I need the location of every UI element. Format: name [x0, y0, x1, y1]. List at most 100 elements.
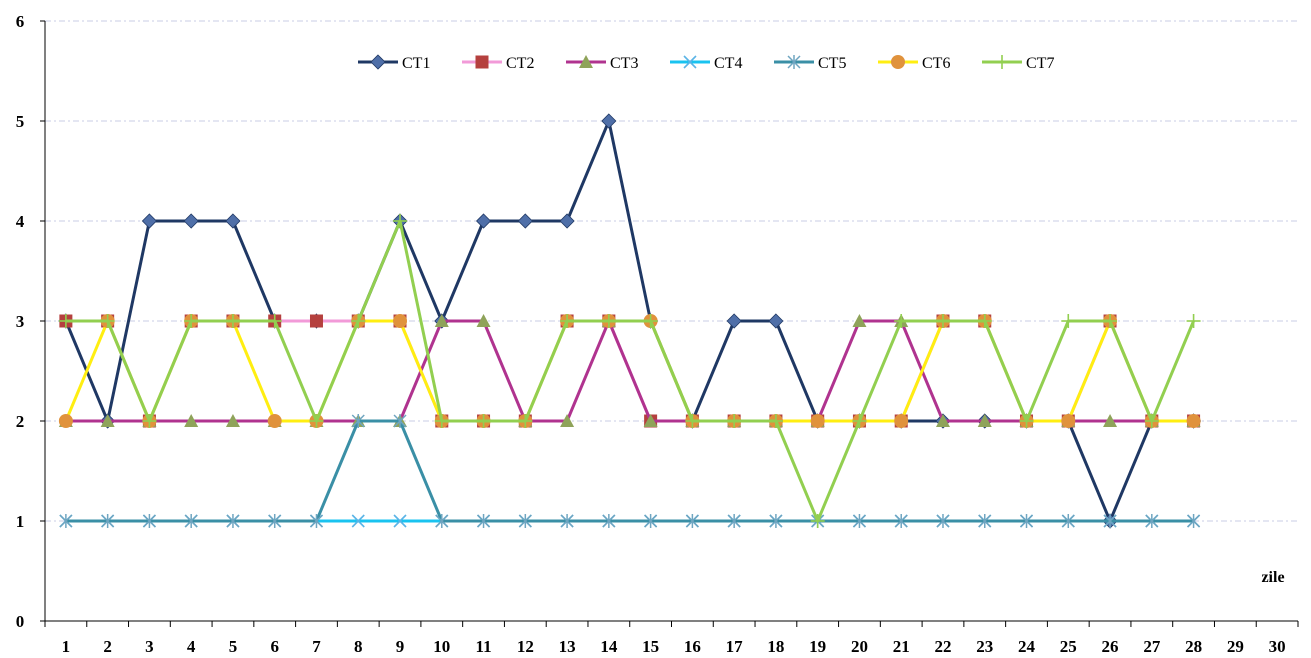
data-point-ct7-26	[1103, 314, 1118, 328]
data-point-ct1-12	[517, 213, 533, 229]
data-point-ct1-17	[726, 313, 742, 329]
data-point-ct7-20	[852, 414, 867, 428]
data-point-ct5-21	[894, 514, 908, 528]
series-line-ct7	[65, 219, 1195, 523]
data-point-ct5-24	[1019, 514, 1034, 528]
data-point-ct4-9	[393, 514, 407, 528]
data-point-ct7-8	[351, 314, 366, 328]
x-tick-label-27: 27	[1143, 637, 1161, 656]
x-tick-label-24: 24	[1018, 637, 1036, 656]
data-point-ct3-2	[100, 414, 115, 427]
data-point-ct5-28	[1187, 514, 1201, 528]
y-tick-label-6: 6	[16, 12, 25, 31]
data-point-ct5-6	[268, 514, 282, 528]
data-point-ct1-5	[225, 213, 241, 229]
legend-item-ct4: CT4	[670, 55, 742, 72]
data-point-ct5-20	[852, 514, 866, 528]
series-ct5	[59, 414, 1201, 528]
x-tick-label-19: 19	[809, 637, 826, 656]
data-point-ct5-26	[1103, 514, 1117, 528]
x-tick-label-16: 16	[684, 637, 701, 656]
data-point-ct6-19	[810, 414, 825, 428]
data-point-ct1-13	[559, 213, 575, 229]
legend-item-ct3: CT3	[566, 55, 638, 72]
series-line-ct3	[65, 319, 1194, 423]
data-point-ct5-3	[142, 514, 156, 528]
y-tick-label-1: 1	[16, 512, 25, 531]
data-point-ct5-18	[769, 514, 783, 528]
data-point-ct7-15	[643, 314, 658, 328]
x-tick-label-20: 20	[851, 637, 868, 656]
data-point-ct7-17	[727, 414, 742, 428]
data-point-ct7-28	[1186, 314, 1201, 328]
data-point-ct5-11	[477, 514, 491, 528]
x-tick-label-30: 30	[1269, 637, 1286, 656]
y-tick-label-4: 4	[16, 212, 25, 231]
legend-marker	[891, 55, 905, 69]
legend-marker	[370, 54, 386, 70]
legend-item-ct7: CT7	[982, 55, 1054, 72]
data-point-ct7-3	[142, 414, 157, 428]
data-point-ct3-10	[434, 314, 449, 327]
legend-marker	[475, 55, 489, 69]
marker-stroke	[351, 514, 365, 528]
x-tick-label-23: 23	[976, 637, 993, 656]
data-point-ct3-20	[852, 314, 867, 327]
data-point-ct7-22	[935, 314, 950, 328]
legend-marker	[995, 55, 1009, 69]
legend-marker	[579, 55, 593, 68]
x-axis-label: zile	[1261, 569, 1284, 586]
legend-label: CT4	[714, 55, 742, 72]
data-point-ct5-8	[351, 414, 365, 428]
data-point-ct6-21	[894, 414, 909, 428]
x-tick-label-12: 12	[517, 637, 534, 656]
data-point-ct7-7	[309, 414, 324, 428]
data-point-ct3-26	[1103, 414, 1118, 427]
legend-label: CT6	[922, 55, 950, 72]
data-point-ct7-1	[58, 314, 73, 328]
data-point-ct4-8	[351, 514, 365, 528]
data-point-ct7-12	[518, 414, 533, 428]
data-point-ct1-14	[601, 113, 617, 129]
data-point-ct5-4	[184, 514, 198, 528]
data-point-ct3-15	[643, 414, 658, 427]
x-tick-label-22: 22	[934, 637, 951, 656]
data-point-ct5-5	[226, 514, 240, 528]
data-point-ct7-6	[267, 314, 282, 328]
data-point-ct5-1	[59, 514, 73, 528]
x-tick-label-10: 10	[433, 637, 450, 656]
x-tick-label-13: 13	[559, 637, 576, 656]
x-tick-label-6: 6	[270, 637, 279, 656]
data-point-ct3-22	[935, 414, 950, 427]
data-point-ct7-9	[393, 214, 408, 228]
data-point-ct5-17	[727, 514, 741, 528]
x-tick-label-7: 7	[312, 637, 321, 656]
marker-stroke	[393, 514, 407, 528]
data-point-ct1-4	[183, 213, 199, 229]
data-point-ct5-10	[435, 514, 449, 528]
legend-item-ct1: CT1	[358, 54, 430, 72]
x-tick-label-11: 11	[476, 637, 492, 656]
legend: CT1 CT2 CT3 CT4 CT5 CT6 CT7	[358, 54, 1054, 72]
x-tick-label-29: 29	[1227, 637, 1244, 656]
legend-label: CT2	[506, 55, 534, 72]
data-point-ct7-23	[977, 314, 992, 328]
legend-item-ct5: CT5	[774, 55, 846, 72]
x-tick-label-8: 8	[354, 637, 363, 656]
y-tick-label-3: 3	[16, 312, 25, 331]
data-point-ct5-2	[101, 514, 115, 528]
y-tick-label-0: 0	[16, 612, 25, 631]
x-tick-label-18: 18	[767, 637, 784, 656]
data-point-ct3-5	[225, 414, 240, 427]
data-point-ct7-4	[184, 314, 199, 328]
data-point-ct2-7	[309, 314, 323, 328]
data-point-ct1-18	[768, 313, 784, 329]
marker-stroke	[683, 55, 697, 69]
data-point-ct7-27	[1144, 414, 1159, 428]
x-tick-label-1: 1	[62, 637, 71, 656]
data-point-ct3-13	[560, 414, 575, 427]
data-point-ct5-27	[1145, 514, 1159, 528]
data-point-ct5-9	[393, 414, 407, 428]
data-point-ct6-28	[1186, 414, 1201, 428]
data-point-ct7-25	[1061, 314, 1076, 328]
